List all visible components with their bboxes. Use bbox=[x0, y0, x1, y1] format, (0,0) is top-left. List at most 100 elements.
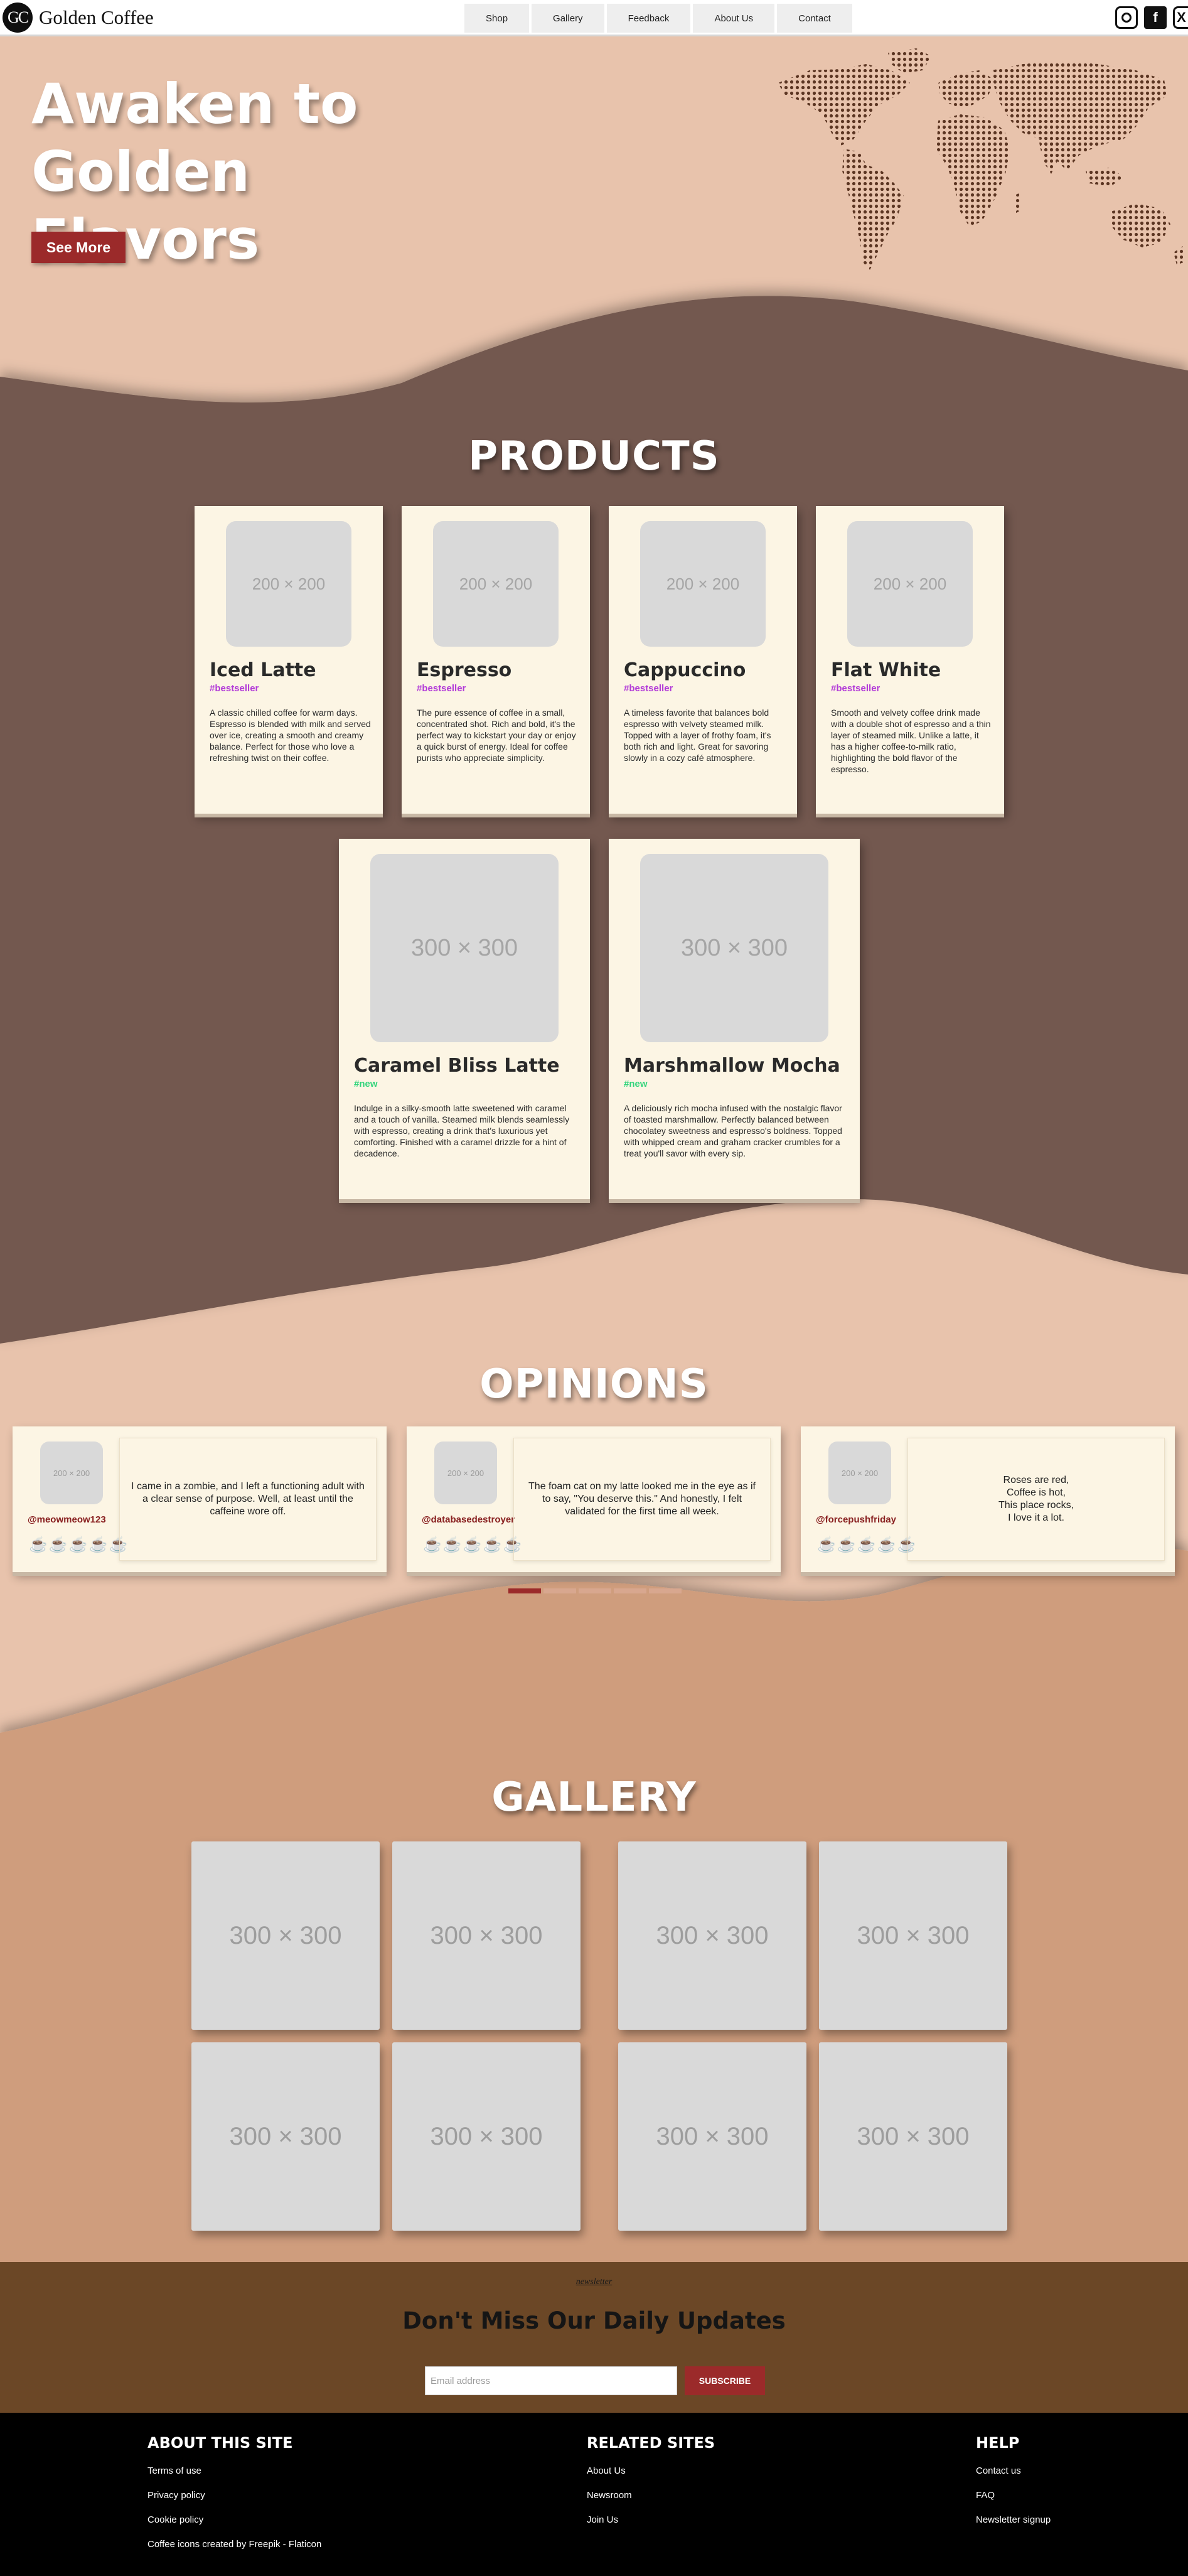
opinion-card: 200 × 200 @forcepushfriday ☕ ☕ ☕ ☕ ☕ Roses a… bbox=[801, 1426, 1175, 1572]
coffee-cup-icon: ☕ bbox=[442, 1536, 462, 1553]
nav-tab-shop[interactable]: Shop bbox=[464, 4, 530, 33]
product-card[interactable]: 300 × 300 Caramel Bliss Latte #new Indul… bbox=[339, 839, 590, 1199]
footer-link-faq[interactable]: FAQ bbox=[976, 2490, 995, 2501]
rating: ☕ ☕ ☕ ☕ ☕ bbox=[29, 1536, 127, 1554]
footer-link-newsletter-signup[interactable]: Newsletter signup bbox=[976, 2514, 1051, 2525]
coffee-cup-icon: ☕ bbox=[423, 1536, 442, 1553]
gallery-tile[interactable]: 300 × 300 bbox=[392, 2042, 581, 2231]
nav-tab-contact[interactable]: Contact bbox=[777, 4, 852, 33]
product-description: The pure essence of coffee in a small, c… bbox=[417, 708, 576, 763]
carousel-dot[interactable] bbox=[614, 1588, 646, 1593]
product-image: 300 × 300 bbox=[370, 854, 559, 1042]
coffee-cup-icon: ☕ bbox=[463, 1536, 482, 1553]
product-name: Espresso bbox=[417, 659, 512, 681]
nav-tabs: Shop Gallery Feedback About Us Contact bbox=[464, 4, 852, 33]
product-tag: #new bbox=[354, 1079, 378, 1089]
footer-heading: ABOUT THIS SITE bbox=[147, 2434, 293, 2452]
subscribe-button[interactable]: SUBSCRIBE bbox=[685, 2366, 765, 2395]
brand-name: Golden Coffee bbox=[39, 6, 154, 28]
footer-link-privacy[interactable]: Privacy policy bbox=[147, 2490, 205, 2501]
product-card[interactable]: 200 × 200 Espresso #bestseller The pure … bbox=[402, 506, 590, 814]
opinion-username[interactable]: @databasedestroyer bbox=[422, 1514, 515, 1525]
rating: ☕ ☕ ☕ ☕ ☕ bbox=[817, 1536, 916, 1554]
products-title: PRODUCTS bbox=[468, 433, 720, 480]
gallery-tile[interactable]: 300 × 300 bbox=[618, 2042, 806, 2231]
footer-heading: HELP bbox=[976, 2434, 1020, 2452]
product-tag: #bestseller bbox=[417, 683, 466, 694]
opinion-username[interactable]: @forcepushfriday bbox=[816, 1514, 896, 1525]
coffee-cup-icon: ☕ bbox=[109, 1536, 128, 1553]
footer-link-join-us[interactable]: Join Us bbox=[587, 2514, 619, 2525]
gallery-tile[interactable]: 300 × 300 bbox=[191, 2042, 380, 2231]
footer-column-help: HELP Contact us FAQ Newsletter signup bbox=[976, 2434, 1051, 2539]
product-tag: #bestseller bbox=[831, 683, 880, 694]
logo: GC bbox=[3, 2, 33, 33]
product-card[interactable]: 200 × 200 Flat White #bestseller Smooth … bbox=[816, 506, 1004, 814]
product-description: Indulge in a silky-smooth latte sweetene… bbox=[354, 1103, 570, 1158]
coffee-cup-icon: ☕ bbox=[877, 1536, 896, 1553]
newsletter-title: Don't Miss Our Daily Updates bbox=[402, 2307, 786, 2334]
coffee-cup-icon: ☕ bbox=[897, 1536, 916, 1553]
nav-tab-gallery[interactable]: Gallery bbox=[532, 4, 604, 33]
instagram-icon[interactable] bbox=[1115, 6, 1138, 29]
see-more-button[interactable]: See More bbox=[31, 232, 126, 263]
footer-link-credits[interactable]: Coffee icons created by Freepik - Flatic… bbox=[147, 2539, 322, 2550]
carousel-dot[interactable] bbox=[579, 1588, 611, 1593]
hero-title-line1: Awaken to Golden bbox=[31, 72, 358, 204]
product-image: 200 × 200 bbox=[847, 521, 973, 647]
product-name: Flat White bbox=[831, 659, 941, 681]
product-name: Caramel Bliss Latte bbox=[354, 1055, 560, 1077]
facebook-icon[interactable]: f bbox=[1144, 6, 1167, 29]
gallery-tile[interactable]: 300 × 300 bbox=[191, 1841, 380, 2030]
brand[interactable]: GC Golden Coffee bbox=[3, 2, 154, 33]
footer-link-cookie[interactable]: Cookie policy bbox=[147, 2514, 204, 2525]
gallery-tile[interactable]: 300 × 300 bbox=[819, 2042, 1007, 2231]
hero-title: Awaken to Golden Flavors bbox=[31, 70, 546, 274]
carousel-dot[interactable] bbox=[508, 1588, 541, 1593]
opinion-username[interactable]: @meowmeow123 bbox=[28, 1514, 106, 1525]
product-image: 200 × 200 bbox=[640, 521, 766, 647]
avatar: 200 × 200 bbox=[434, 1442, 497, 1504]
gallery-title: GALLERY bbox=[491, 1774, 697, 1821]
product-tag: #new bbox=[624, 1079, 648, 1089]
opinion-card: 200 × 200 @databasedestroyer ☕ ☕ ☕ ☕ ☕ The f… bbox=[407, 1426, 781, 1572]
product-image: 200 × 200 bbox=[226, 521, 351, 647]
product-description: A deliciously rich mocha infused with th… bbox=[624, 1103, 842, 1158]
world-map-icon bbox=[778, 48, 1185, 271]
product-tag: #bestseller bbox=[210, 683, 259, 694]
avatar: 200 × 200 bbox=[40, 1442, 103, 1504]
footer-column-about: ABOUT THIS SITE Terms of use Privacy pol… bbox=[147, 2434, 321, 2563]
social-links: f X bbox=[1115, 6, 1188, 29]
product-description: Smooth and velvety coffee drink made wit… bbox=[831, 708, 991, 774]
footer-column-related: RELATED SITES About Us Newsroom Join Us bbox=[587, 2434, 715, 2539]
footer: ABOUT THIS SITE Terms of use Privacy pol… bbox=[0, 2413, 1188, 2576]
product-card[interactable]: 200 × 200 Cappuccino #bestseller A timel… bbox=[609, 506, 797, 814]
footer-link-terms[interactable]: Terms of use bbox=[147, 2466, 201, 2476]
carousel-indicators bbox=[508, 1588, 682, 1593]
rating: ☕ ☕ ☕ ☕ ☕ bbox=[423, 1536, 522, 1554]
gallery-tile[interactable]: 300 × 300 bbox=[819, 1841, 1007, 2030]
coffee-cup-icon: ☕ bbox=[503, 1536, 522, 1553]
gallery-tile[interactable]: 300 × 300 bbox=[392, 1841, 581, 2030]
carousel-dot[interactable] bbox=[649, 1588, 682, 1593]
coffee-cup-icon: ☕ bbox=[837, 1536, 856, 1553]
footer-link-newsroom[interactable]: Newsroom bbox=[587, 2490, 632, 2501]
newsletter-label: newsletter bbox=[575, 2277, 613, 2287]
footer-link-contact[interactable]: Contact us bbox=[976, 2466, 1021, 2476]
footer-link-about-us[interactable]: About Us bbox=[587, 2466, 626, 2476]
nav-tab-feedback[interactable]: Feedback bbox=[606, 4, 691, 33]
product-card[interactable]: 300 × 300 Marshmallow Mocha #new A delic… bbox=[609, 839, 860, 1199]
nav-tab-about-us[interactable]: About Us bbox=[693, 4, 775, 33]
x-icon[interactable]: X bbox=[1173, 6, 1188, 29]
product-description: A timeless favorite that balances bold e… bbox=[624, 708, 771, 763]
opinion-quote: I came in a zombie, and I left a functio… bbox=[119, 1438, 377, 1561]
email-field[interactable] bbox=[425, 2366, 677, 2395]
gallery-tile[interactable]: 300 × 300 bbox=[618, 1841, 806, 2030]
coffee-cup-icon: ☕ bbox=[29, 1536, 48, 1553]
opinion-card: 200 × 200 @meowmeow123 ☕ ☕ ☕ ☕ ☕ I came in a… bbox=[13, 1426, 387, 1572]
carousel-dot[interactable] bbox=[543, 1588, 576, 1593]
product-card[interactable]: 200 × 200 Iced Latte #bestseller A class… bbox=[195, 506, 383, 814]
opinion-quote: The foam cat on my latte looked me in th… bbox=[513, 1438, 771, 1561]
navbar: GC Golden Coffee Shop Gallery Feedback A… bbox=[0, 0, 1188, 36]
product-tag: #bestseller bbox=[624, 683, 673, 694]
